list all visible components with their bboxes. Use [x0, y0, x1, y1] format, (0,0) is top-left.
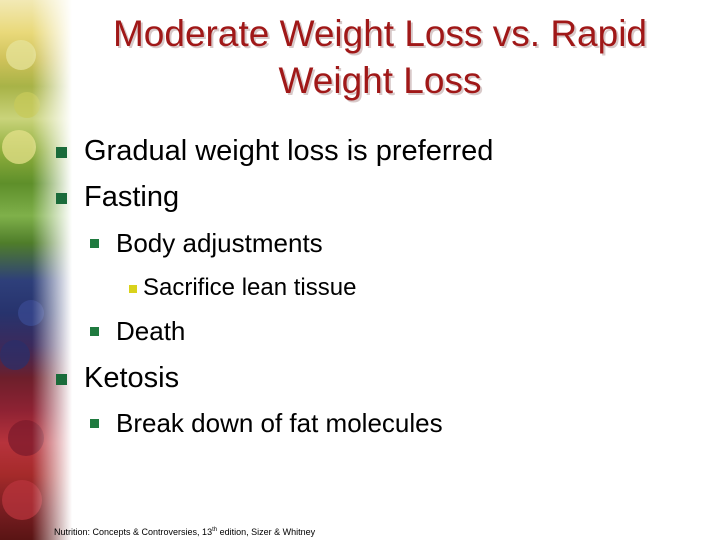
sub-sub-bullet-square-icon	[129, 285, 137, 293]
blueberry-shape	[0, 340, 30, 370]
citation-text: Nutrition: Concepts & Controversies, 13	[54, 527, 213, 537]
citation-text-end: edition, Sizer & Whitney	[217, 527, 316, 537]
sub-bullet-text: Break down of fat molecules	[116, 408, 443, 438]
sub-bullet-text: Death	[116, 316, 186, 346]
bullet-text: Gradual weight loss is preferred	[84, 135, 494, 167]
sub-bullet-square-icon	[90, 239, 99, 248]
sub-bullet-square-icon	[90, 419, 99, 428]
bullet-square-icon	[56, 374, 67, 385]
sub-bullet-square-icon	[90, 327, 99, 336]
sub-sub-bullet-text: Sacrifice lean tissue	[143, 274, 357, 301]
sub-bullet-text: Body adjustments	[116, 228, 323, 258]
produce-photo-strip	[0, 0, 72, 540]
bullet-text: Ketosis	[84, 362, 180, 394]
strip-fade	[32, 0, 72, 540]
bullet-text: Fasting	[84, 181, 180, 213]
title-line-1: Moderate Weight Loss vs. Rapid	[112, 13, 648, 54]
source-citation: Nutrition: Concepts & Controversies, 13t…	[54, 525, 315, 538]
bullet-square-icon	[56, 193, 67, 204]
corn-kernel-shape	[6, 40, 36, 70]
slide-title: Moderate Weight Loss vs. Rapid Weight Lo…	[60, 10, 700, 104]
grape-shape	[2, 130, 36, 164]
title-line-2: Weight Loss	[278, 60, 482, 101]
bullet-square-icon	[56, 147, 67, 158]
citation-ordinal: th	[212, 527, 218, 533]
